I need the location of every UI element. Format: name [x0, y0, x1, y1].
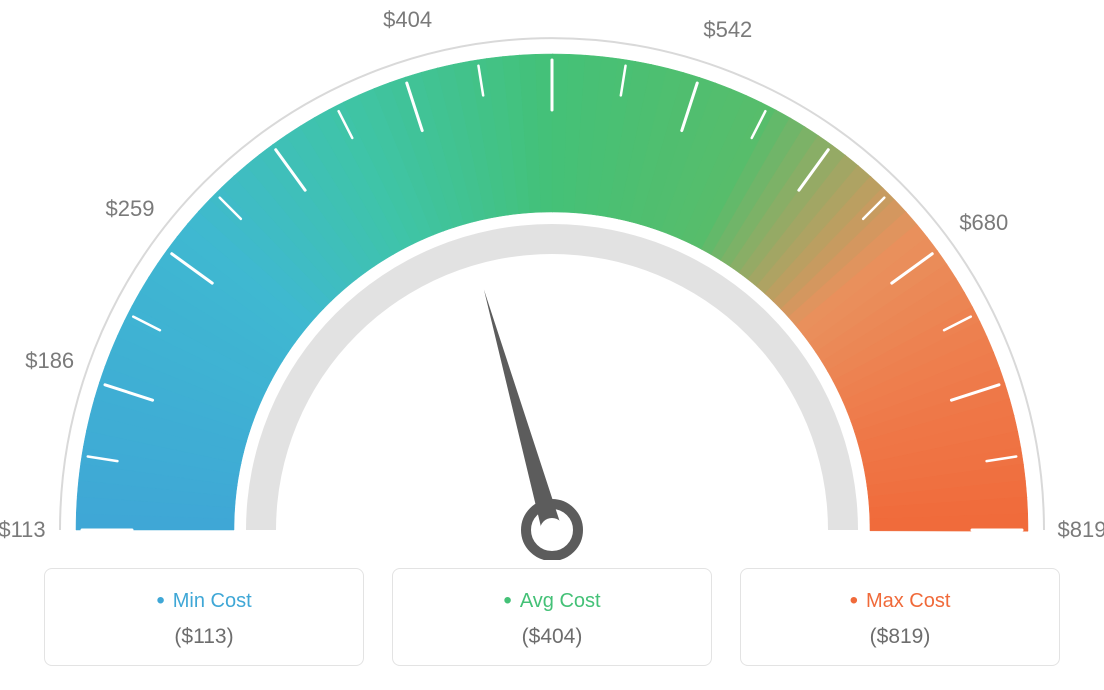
gauge-band	[76, 54, 1028, 531]
gauge-chart	[0, 0, 1104, 560]
legend-card-avg: Avg Cost ($404)	[392, 568, 712, 666]
legend-card-min: Min Cost ($113)	[44, 568, 364, 666]
legend-row: Min Cost ($113) Avg Cost ($404) Max Cost…	[0, 568, 1104, 666]
scale-label: $404	[383, 7, 432, 33]
scale-label: $113	[0, 517, 46, 543]
scale-label: $819	[1058, 517, 1104, 543]
gauge-container: $113 $186 $259 $404 $542 $680 $819	[0, 0, 1104, 560]
legend-title-max: Max Cost	[753, 587, 1047, 615]
legend-value-avg: ($404)	[405, 625, 699, 649]
legend-title-avg: Avg Cost	[405, 587, 699, 615]
gauge-needle	[484, 289, 562, 532]
scale-label: $186	[25, 348, 74, 374]
legend-title-min: Min Cost	[57, 587, 351, 615]
legend-card-max: Max Cost ($819)	[740, 568, 1060, 666]
legend-value-min: ($113)	[57, 625, 351, 649]
scale-label: $542	[703, 17, 752, 43]
legend-value-max: ($819)	[753, 625, 1047, 649]
scale-label: $259	[105, 196, 154, 222]
scale-label: $680	[959, 210, 1008, 236]
